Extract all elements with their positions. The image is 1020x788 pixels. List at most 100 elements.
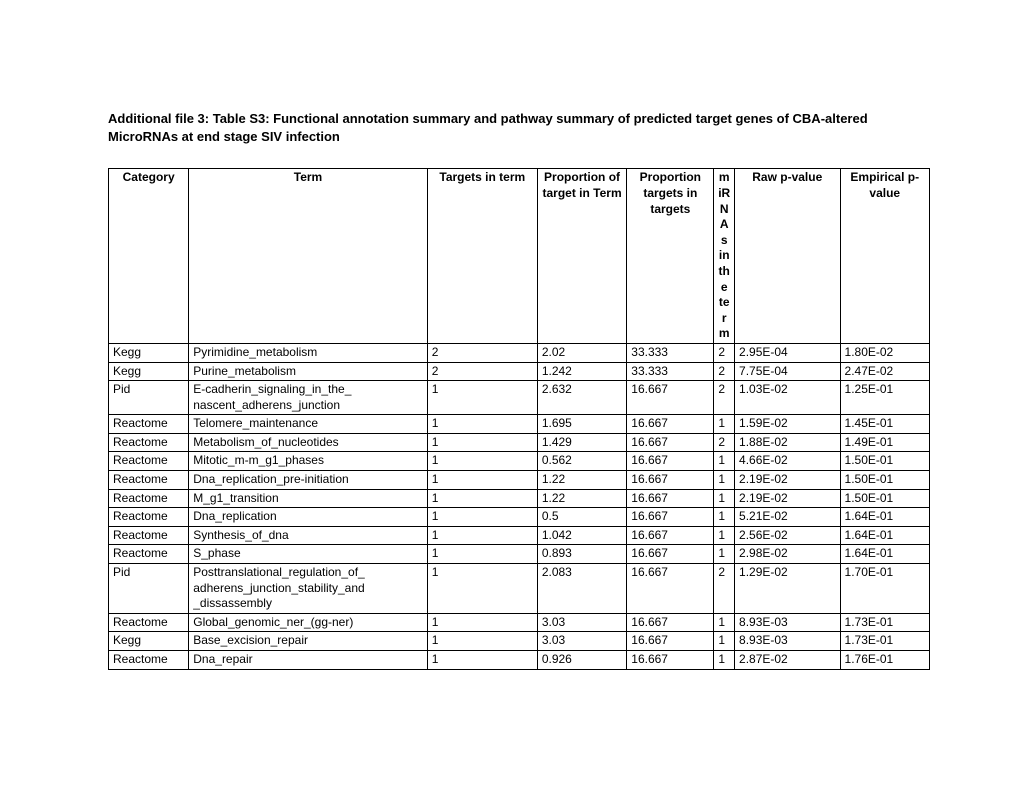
cell-prop-in-term: 0.5 <box>537 508 626 527</box>
cell-category: Reactome <box>109 471 189 490</box>
table-row: KeggBase_excision_repair13.0316.66718.93… <box>109 632 930 651</box>
cell-mirnas-in-term: 1 <box>714 526 735 545</box>
cell-raw-p: 2.95E-04 <box>735 343 840 362</box>
cell-prop-in-targets: 16.667 <box>627 508 714 527</box>
cell-prop-in-term: 1.22 <box>537 489 626 508</box>
cell-prop-in-term: 2.02 <box>537 343 626 362</box>
cell-targets-in-term: 1 <box>427 508 537 527</box>
cell-prop-in-term: 0.562 <box>537 452 626 471</box>
cell-prop-in-targets: 16.667 <box>627 526 714 545</box>
cell-targets-in-term: 1 <box>427 564 537 614</box>
cell-mirnas-in-term: 1 <box>714 613 735 632</box>
cell-targets-in-term: 1 <box>427 471 537 490</box>
cell-mirnas-in-term: 1 <box>714 452 735 471</box>
cell-raw-p: 1.59E-02 <box>735 415 840 434</box>
cell-emp-p: 1.25E-01 <box>840 381 929 415</box>
cell-raw-p: 5.21E-02 <box>735 508 840 527</box>
table-row: PidPosttranslational_regulation_of_ adhe… <box>109 564 930 614</box>
table-row: ReactomeSynthesis_of_dna11.04216.66712.5… <box>109 526 930 545</box>
table-row: ReactomeS_phase10.89316.66712.98E-021.64… <box>109 545 930 564</box>
header-row: Category Term Targets in term Proportion… <box>109 169 930 344</box>
cell-targets-in-term: 1 <box>427 415 537 434</box>
cell-prop-in-targets: 16.667 <box>627 452 714 471</box>
cell-emp-p: 1.49E-01 <box>840 433 929 452</box>
table-row: ReactomeGlobal_genomic_ner_(gg-ner)13.03… <box>109 613 930 632</box>
cell-category: Reactome <box>109 613 189 632</box>
col-term: Term <box>189 169 428 344</box>
cell-term: Synthesis_of_dna <box>189 526 428 545</box>
cell-targets-in-term: 1 <box>427 452 537 471</box>
cell-prop-in-targets: 16.667 <box>627 381 714 415</box>
cell-emp-p: 1.64E-01 <box>840 545 929 564</box>
cell-prop-in-targets: 16.667 <box>627 489 714 508</box>
cell-category: Reactome <box>109 508 189 527</box>
cell-mirnas-in-term: 1 <box>714 545 735 564</box>
cell-prop-in-targets: 16.667 <box>627 651 714 670</box>
table-row: KeggPyrimidine_metabolism22.0233.33322.9… <box>109 343 930 362</box>
cell-raw-p: 8.93E-03 <box>735 632 840 651</box>
col-category: Category <box>109 169 189 344</box>
cell-mirnas-in-term: 2 <box>714 362 735 381</box>
table-row: ReactomeTelomere_maintenance11.69516.667… <box>109 415 930 434</box>
cell-raw-p: 2.19E-02 <box>735 471 840 490</box>
cell-emp-p: 1.80E-02 <box>840 343 929 362</box>
cell-category: Reactome <box>109 452 189 471</box>
cell-emp-p: 1.45E-01 <box>840 415 929 434</box>
table-row: ReactomeM_g1_transition11.2216.66712.19E… <box>109 489 930 508</box>
cell-category: Reactome <box>109 415 189 434</box>
cell-emp-p: 2.47E-02 <box>840 362 929 381</box>
col-prop-in-targets: Proportion targets in targets <box>627 169 714 344</box>
table-row: ReactomeDna_replication10.516.66715.21E-… <box>109 508 930 527</box>
cell-term: Posttranslational_regulation_of_ adheren… <box>189 564 428 614</box>
cell-prop-in-targets: 16.667 <box>627 433 714 452</box>
cell-prop-in-targets: 33.333 <box>627 343 714 362</box>
cell-prop-in-targets: 16.667 <box>627 564 714 614</box>
cell-prop-in-targets: 16.667 <box>627 545 714 564</box>
col-mirnas-in-term: miRNAsintheterm <box>714 169 735 344</box>
cell-targets-in-term: 2 <box>427 362 537 381</box>
cell-prop-in-term: 2.083 <box>537 564 626 614</box>
table-row: ReactomeMetabolism_of_nucleotides11.4291… <box>109 433 930 452</box>
cell-raw-p: 7.75E-04 <box>735 362 840 381</box>
cell-category: Pid <box>109 564 189 614</box>
cell-category: Kegg <box>109 632 189 651</box>
cell-emp-p: 1.70E-01 <box>840 564 929 614</box>
cell-raw-p: 2.19E-02 <box>735 489 840 508</box>
cell-category: Reactome <box>109 433 189 452</box>
cell-emp-p: 1.50E-01 <box>840 452 929 471</box>
cell-prop-in-term: 3.03 <box>537 632 626 651</box>
cell-mirnas-in-term: 1 <box>714 489 735 508</box>
cell-mirnas-in-term: 2 <box>714 381 735 415</box>
cell-term: E-cadherin_signaling_in_the_ nascent_adh… <box>189 381 428 415</box>
cell-prop-in-term: 1.429 <box>537 433 626 452</box>
cell-category: Reactome <box>109 526 189 545</box>
cell-prop-in-term: 1.695 <box>537 415 626 434</box>
table-title: Additional file 3: Table S3: Functional … <box>108 110 930 146</box>
cell-raw-p: 2.98E-02 <box>735 545 840 564</box>
cell-targets-in-term: 1 <box>427 489 537 508</box>
cell-targets-in-term: 1 <box>427 632 537 651</box>
cell-term: Dna_replication <box>189 508 428 527</box>
cell-emp-p: 1.50E-01 <box>840 471 929 490</box>
cell-raw-p: 8.93E-03 <box>735 613 840 632</box>
cell-prop-in-term: 1.242 <box>537 362 626 381</box>
cell-prop-in-term: 1.042 <box>537 526 626 545</box>
cell-category: Kegg <box>109 362 189 381</box>
table-body: KeggPyrimidine_metabolism22.0233.33322.9… <box>109 343 930 669</box>
cell-raw-p: 4.66E-02 <box>735 452 840 471</box>
cell-raw-p: 2.56E-02 <box>735 526 840 545</box>
cell-targets-in-term: 1 <box>427 433 537 452</box>
cell-prop-in-targets: 16.667 <box>627 632 714 651</box>
cell-mirnas-in-term: 1 <box>714 651 735 670</box>
cell-targets-in-term: 2 <box>427 343 537 362</box>
cell-emp-p: 1.50E-01 <box>840 489 929 508</box>
cell-category: Pid <box>109 381 189 415</box>
cell-term: M_g1_transition <box>189 489 428 508</box>
cell-term: Global_genomic_ner_(gg-ner) <box>189 613 428 632</box>
cell-mirnas-in-term: 1 <box>714 508 735 527</box>
table-row: ReactomeMitotic_m-m_g1_phases10.56216.66… <box>109 452 930 471</box>
table-row: ReactomeDna_repair10.92616.66712.87E-021… <box>109 651 930 670</box>
cell-prop-in-targets: 16.667 <box>627 613 714 632</box>
cell-emp-p: 1.73E-01 <box>840 613 929 632</box>
cell-raw-p: 2.87E-02 <box>735 651 840 670</box>
